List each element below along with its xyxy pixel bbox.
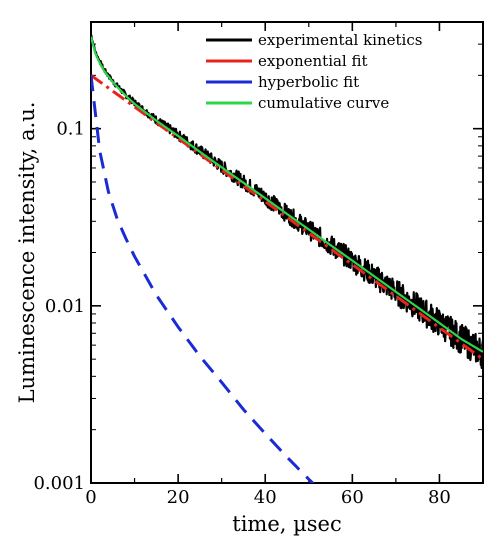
- x-tick-label: 40: [254, 487, 277, 508]
- x-tick-label: 20: [167, 487, 190, 508]
- legend-label: experimental kinetics: [258, 31, 422, 49]
- y-tick-label: 0.1: [56, 119, 85, 140]
- y-axis-label: Luminescence intensity, a.u.: [15, 102, 39, 404]
- y-tick-label: 0.001: [33, 473, 85, 494]
- series-line-hyperbolic-fit: [91, 75, 315, 483]
- x-tick-label: 60: [341, 487, 364, 508]
- y-tick-label: 0.01: [45, 296, 85, 317]
- legend-label: hyperbolic fit: [258, 73, 359, 91]
- x-tick-label: 0: [85, 487, 96, 508]
- legend-label: cumulative curve: [258, 94, 389, 112]
- x-axis-label: time, µsec: [232, 512, 341, 536]
- plot-series-group: [91, 34, 483, 483]
- plot-frame: [90, 21, 484, 484]
- x-tick-label: 80: [428, 487, 451, 508]
- legend-label: exponential fit: [258, 52, 368, 70]
- series-line-cumulative-curve: [91, 36, 483, 353]
